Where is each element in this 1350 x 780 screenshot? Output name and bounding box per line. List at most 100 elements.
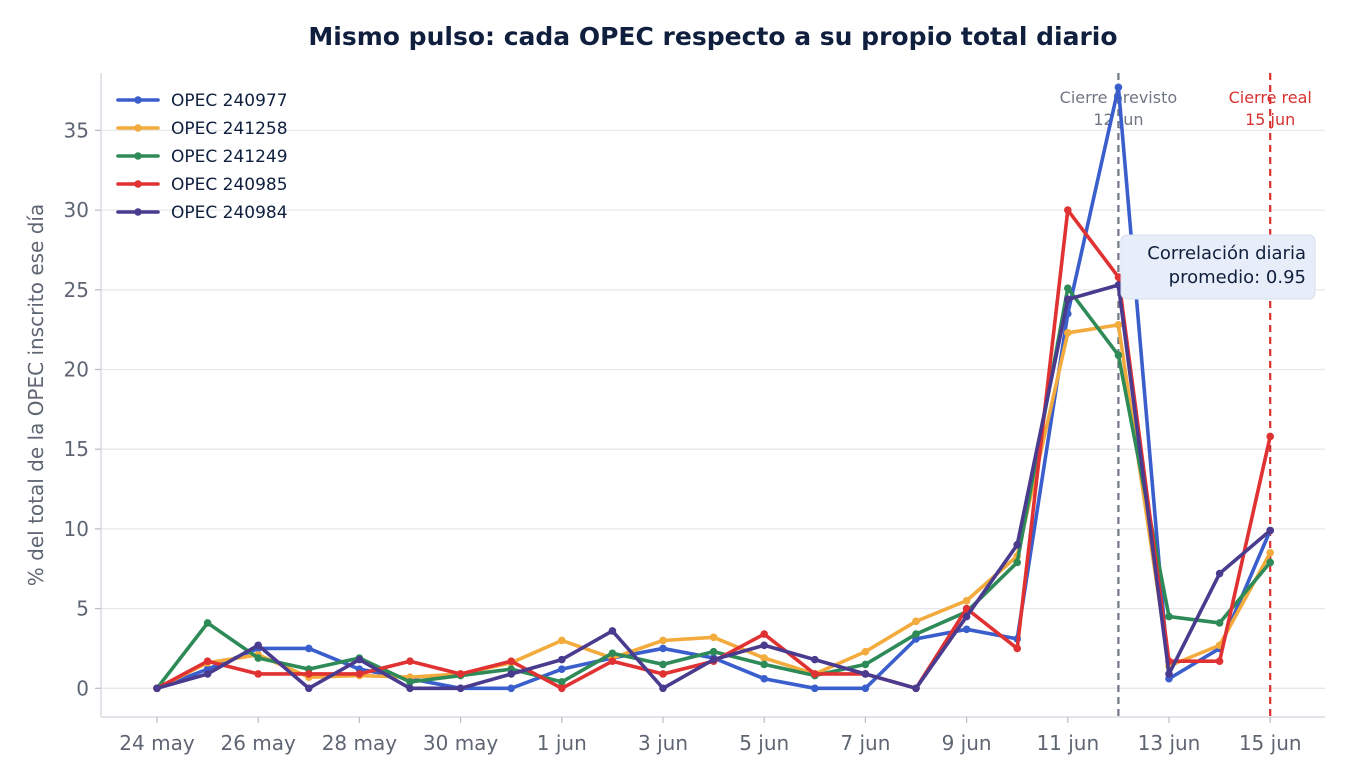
data-point [355, 655, 364, 664]
data-point [1013, 558, 1021, 567]
data-point [1114, 281, 1123, 289]
data-point [305, 670, 313, 678]
data-point [861, 647, 870, 656]
data-point [962, 604, 971, 613]
x-tick-label: 28 may [322, 731, 398, 755]
data-point [811, 670, 819, 678]
data-point [1064, 206, 1072, 214]
data-point [507, 684, 515, 693]
x-tick-label: 26 may [221, 731, 297, 755]
data-point [709, 633, 718, 642]
legend-item: OPEC 240985 [116, 175, 288, 195]
x-tick-label: 11 jun [1036, 731, 1099, 755]
data-point [558, 636, 566, 645]
data-point [1266, 558, 1274, 567]
vline-label-line2: 12 jun [1093, 110, 1143, 129]
y-tick-label: 30 [64, 198, 89, 222]
data-point [1266, 526, 1274, 535]
data-point [1114, 321, 1123, 329]
data-point [912, 617, 920, 626]
legend-item: OPEC 240984 [116, 203, 288, 223]
data-point [1114, 273, 1123, 281]
data-point [507, 657, 515, 666]
data-point [1215, 569, 1224, 578]
series-lines [153, 83, 1274, 693]
data-point [1215, 619, 1224, 627]
legend-marker [134, 96, 142, 104]
data-point [709, 647, 718, 656]
x-tick-label: 7 jun [840, 731, 890, 755]
data-point [1266, 432, 1274, 441]
data-point [912, 684, 920, 693]
legend-marker [134, 180, 142, 188]
data-point [203, 619, 212, 627]
y-tick-label: 15 [64, 437, 89, 461]
data-point [1013, 644, 1021, 653]
correlation-box-bg [1120, 234, 1316, 300]
data-point [456, 684, 465, 693]
vline-label-line1: Cierre real [1229, 88, 1312, 107]
data-point [558, 684, 566, 693]
legend-marker [134, 124, 142, 132]
data-point [608, 627, 617, 635]
data-point [912, 630, 920, 638]
data-point [1215, 657, 1224, 666]
series-line [155, 283, 1272, 691]
data-point [558, 678, 566, 686]
correlation-box: Correlación diaria promedio: 0.95 [1120, 234, 1316, 300]
data-point [760, 660, 768, 669]
data-point [558, 655, 566, 664]
series-opec-240977 [153, 83, 1274, 693]
data-point [305, 644, 313, 653]
data-point [811, 684, 819, 693]
y-axis-label: % del total de la OPEC inscrito ese día [24, 204, 48, 586]
x-tick-label: 24 may [119, 731, 195, 755]
data-point [608, 657, 617, 666]
data-point [254, 670, 262, 678]
data-point [760, 641, 768, 650]
legend-marker [134, 208, 142, 216]
data-point [659, 660, 667, 669]
data-point [962, 612, 971, 621]
legend-label: OPEC 240977 [171, 91, 288, 111]
vline-label-line2: 15 jun [1245, 110, 1295, 129]
data-point [1114, 83, 1123, 92]
data-point [1165, 612, 1173, 621]
data-point [1013, 541, 1021, 549]
data-point [760, 674, 768, 683]
data-point [203, 670, 212, 678]
legend-item: OPEC 241249 [116, 147, 288, 167]
data-point [406, 657, 414, 666]
data-point [153, 684, 161, 693]
legend-marker [134, 152, 142, 160]
data-point [507, 670, 515, 678]
data-point [861, 670, 870, 678]
y-ticks: 0 5 10 15 20 25 30 35 [64, 118, 101, 700]
data-point [659, 636, 667, 645]
x-tick-label: 9 jun [942, 731, 992, 755]
legend-label: OPEC 240985 [171, 175, 288, 195]
data-point [254, 641, 262, 650]
data-point [659, 644, 667, 653]
y-tick-label: 20 [64, 357, 89, 381]
correlation-line-2: promedio: 0.95 [1169, 267, 1306, 288]
data-point [861, 660, 870, 669]
data-point [1114, 351, 1123, 359]
y-tick-label: 5 [76, 597, 89, 621]
series-line [155, 286, 1272, 691]
y-tick-label: 35 [64, 118, 89, 142]
y-tick-label: 0 [76, 676, 89, 700]
data-point [1266, 549, 1274, 557]
data-point [1064, 295, 1072, 304]
data-point [558, 665, 566, 673]
data-point [1064, 329, 1072, 337]
data-point [305, 684, 313, 693]
x-tick-label: 13 jun [1138, 731, 1201, 755]
data-point [760, 630, 768, 638]
x-tick-label: 3 jun [638, 731, 688, 755]
data-point [456, 670, 465, 678]
x-tick-label: 5 jun [739, 731, 789, 755]
series-opec-240984 [153, 281, 1274, 693]
x-tick-label: 15 jun [1239, 731, 1302, 755]
